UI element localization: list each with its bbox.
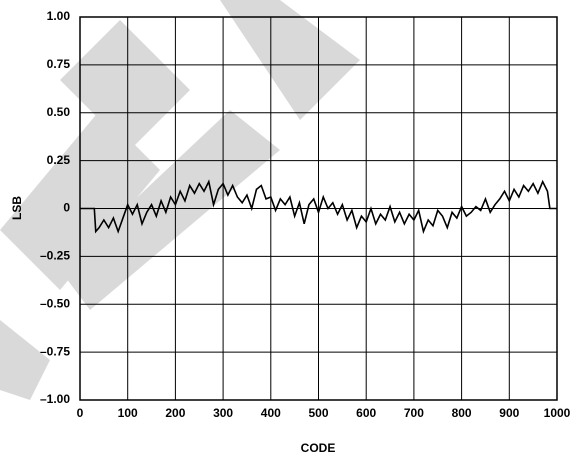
x-tick-label: 300 bbox=[213, 406, 233, 420]
y-tick-label: –0.75 bbox=[40, 344, 70, 358]
y-tick-label: 1.00 bbox=[47, 9, 71, 23]
x-axis-label: CODE bbox=[301, 441, 336, 455]
y-tick-label: –0.50 bbox=[40, 296, 70, 310]
x-tick-label: 500 bbox=[308, 406, 328, 420]
x-tick-label: 800 bbox=[452, 406, 472, 420]
y-tick-label: 0.50 bbox=[47, 105, 71, 119]
x-tick-label: 1000 bbox=[544, 406, 571, 420]
x-tick-label: 600 bbox=[356, 406, 376, 420]
x-tick-label: 200 bbox=[165, 406, 185, 420]
y-axis-label: LSB bbox=[10, 196, 24, 220]
y-tick-label: 0 bbox=[63, 201, 70, 215]
watermark-stripe bbox=[0, 320, 50, 400]
y-tick-label: –1.00 bbox=[40, 392, 70, 406]
x-tick-label: 400 bbox=[261, 406, 281, 420]
data-line bbox=[80, 179, 557, 235]
x-tick-label: 900 bbox=[499, 406, 519, 420]
x-tick-label: 700 bbox=[404, 406, 424, 420]
watermark-stripe bbox=[60, 20, 190, 150]
y-tick-label: 0.75 bbox=[47, 57, 71, 71]
x-tick-label: 0 bbox=[77, 406, 84, 420]
watermark-stripe bbox=[220, 0, 360, 120]
x-tick-label: 100 bbox=[118, 406, 138, 420]
y-tick-label: –0.25 bbox=[40, 249, 70, 263]
y-tick-label: 0.25 bbox=[47, 153, 71, 167]
watermark-stripe bbox=[60, 110, 280, 310]
